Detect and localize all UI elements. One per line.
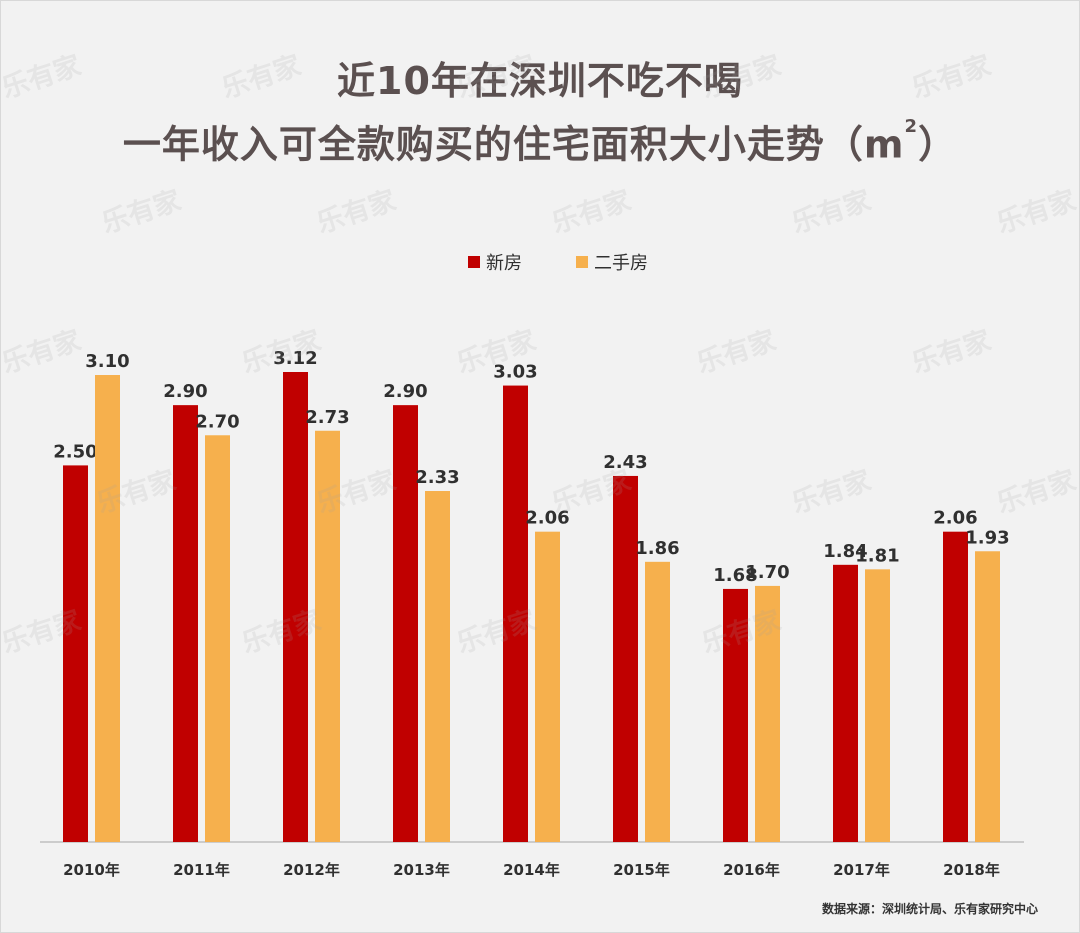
x-tick-label-8: 2018年 bbox=[943, 861, 1000, 879]
new-home-bar-0 bbox=[63, 465, 88, 842]
legend-item-new-home: 新房 bbox=[468, 249, 522, 275]
x-tick-label-5: 2015年 bbox=[613, 861, 670, 879]
legend-item-second-hand: 二手房 bbox=[576, 249, 648, 275]
second-hand-value-label-6: 1.70 bbox=[745, 562, 789, 583]
second-hand-value-label-2: 2.73 bbox=[305, 407, 349, 428]
title-line-2: 一年收入可全款购买的住宅面积大小走势（m2） bbox=[0, 110, 1080, 174]
second-hand-value-label-8: 1.93 bbox=[965, 527, 1009, 548]
legend-label-second-hand: 二手房 bbox=[594, 253, 648, 274]
title-line-1: 近10年在深圳不吃不喝 bbox=[337, 59, 743, 103]
new-home-bar-6 bbox=[723, 588, 748, 842]
second-hand-swatch bbox=[576, 256, 588, 268]
new-home-value-label-8: 2.06 bbox=[933, 508, 977, 529]
new-home-bar-1 bbox=[173, 405, 198, 842]
title-superscript: 2 bbox=[904, 116, 919, 137]
new-home-value-label-1: 2.90 bbox=[163, 381, 207, 402]
new-home-value-label-4: 3.03 bbox=[493, 362, 537, 383]
title-line-2-text: 一年收入可全款购买的住宅面积大小走势（m bbox=[122, 122, 905, 167]
legend: 新房 二手房 bbox=[460, 249, 720, 277]
second-hand-bar-1 bbox=[205, 435, 230, 842]
x-tick-label-4: 2014年 bbox=[503, 861, 560, 879]
new-home-value-label-0: 2.50 bbox=[53, 441, 97, 462]
second-hand-value-label-4: 2.06 bbox=[525, 508, 569, 529]
x-tick-label-7: 2017年 bbox=[833, 861, 890, 879]
x-tick-label-0: 2010年 bbox=[63, 861, 120, 879]
new-home-value-label-5: 2.43 bbox=[603, 452, 647, 473]
new-home-bar-7 bbox=[833, 564, 858, 842]
second-hand-bar-3 bbox=[425, 491, 450, 842]
new-home-bar-2 bbox=[283, 372, 308, 842]
new-home-bar-5 bbox=[613, 475, 638, 842]
title-suffix: ） bbox=[918, 122, 958, 167]
second-hand-bar-2 bbox=[315, 430, 340, 842]
second-hand-bar-4 bbox=[535, 531, 560, 842]
new-home-bar-4 bbox=[503, 385, 528, 842]
new-home-value-label-2: 3.12 bbox=[273, 348, 317, 369]
x-tick-label-6: 2016年 bbox=[723, 861, 780, 879]
second-hand-bar-7 bbox=[865, 569, 890, 842]
legend-label-new-home: 新房 bbox=[486, 253, 522, 274]
second-hand-bar-5 bbox=[645, 561, 670, 842]
second-hand-bar-6 bbox=[755, 585, 780, 842]
new-home-value-label-7: 1.84 bbox=[823, 541, 867, 562]
second-hand-bar-0 bbox=[95, 375, 120, 842]
second-hand-value-label-3: 2.33 bbox=[415, 467, 459, 488]
source-note: 数据来源：深圳统计局、乐有家研究中心 bbox=[821, 902, 1038, 916]
x-tick-label-2: 2012年 bbox=[283, 861, 340, 879]
second-hand-value-label-5: 1.86 bbox=[635, 538, 679, 559]
second-hand-value-label-1: 2.70 bbox=[195, 411, 239, 432]
x-tick-label-3: 2013年 bbox=[393, 861, 450, 879]
second-hand-value-label-0: 3.10 bbox=[85, 351, 129, 372]
second-hand-bar-8 bbox=[975, 551, 1000, 842]
new-home-bar-3 bbox=[393, 405, 418, 842]
new-home-value-label-3: 2.90 bbox=[383, 381, 427, 402]
x-tick-label-1: 2011年 bbox=[173, 861, 230, 879]
second-hand-value-label-7: 1.81 bbox=[855, 545, 899, 566]
new-home-swatch bbox=[468, 256, 480, 268]
new-home-bar-8 bbox=[943, 531, 968, 842]
chart-title: 近10年在深圳不吃不喝 一年收入可全款购买的住宅面积大小走势（m2） bbox=[0, 52, 1080, 174]
new-home-value-label-6: 1.68 bbox=[713, 565, 757, 586]
